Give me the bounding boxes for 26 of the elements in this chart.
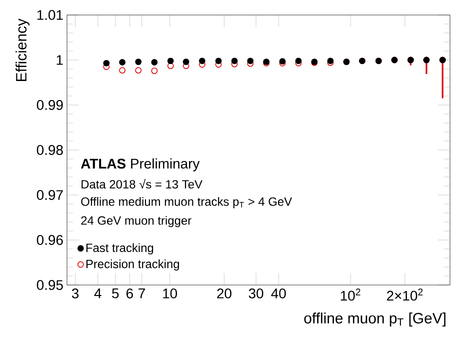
- annotation: Offline medium muon tracks p$_{T}$ > 4 GeV: [81, 197, 292, 208]
- x-tick-label: 2×10$^{2}$: [386, 288, 423, 301]
- x-tick-label: 10: [163, 288, 178, 298]
- x-tick-label: 5: [112, 288, 119, 298]
- legend-label: Fast tracking: [86, 243, 154, 254]
- x-tick-label: 7: [138, 288, 145, 298]
- annotation: 24 GeV muon trigger: [81, 216, 192, 228]
- x-tick-label: 20: [217, 288, 232, 298]
- y-tick-label: 1: [56, 55, 63, 65]
- x-tick-label: 30: [248, 288, 264, 298]
- y-tick-label: 1.01: [37, 10, 63, 20]
- x-tick-label: 10$^{2}$: [340, 288, 360, 301]
- y-tick-label: 0.99: [36, 100, 63, 110]
- x-tick-label: 40: [271, 288, 286, 298]
- x-tick-label: 6: [126, 288, 133, 298]
- x-tick-label: 4: [94, 288, 102, 298]
- annotation: ATLAS Preliminary: [80, 158, 200, 172]
- x-axis-title: offline muon p$_{T}$ [GeV]: [304, 312, 446, 326]
- x-tick-label: 3: [72, 288, 79, 298]
- y-tick-label: 0.95: [36, 280, 63, 290]
- legend-label: Precision tracking: [86, 259, 179, 271]
- y-tick-label: 0.96: [36, 235, 63, 245]
- y-axis-title: Efficiency: [16, 18, 30, 81]
- annotation: Data 2018 √s = 13 TeV: [82, 178, 202, 189]
- y-tick-label: 0.98: [36, 145, 63, 155]
- y-tick-label: 0.97: [36, 190, 63, 200]
